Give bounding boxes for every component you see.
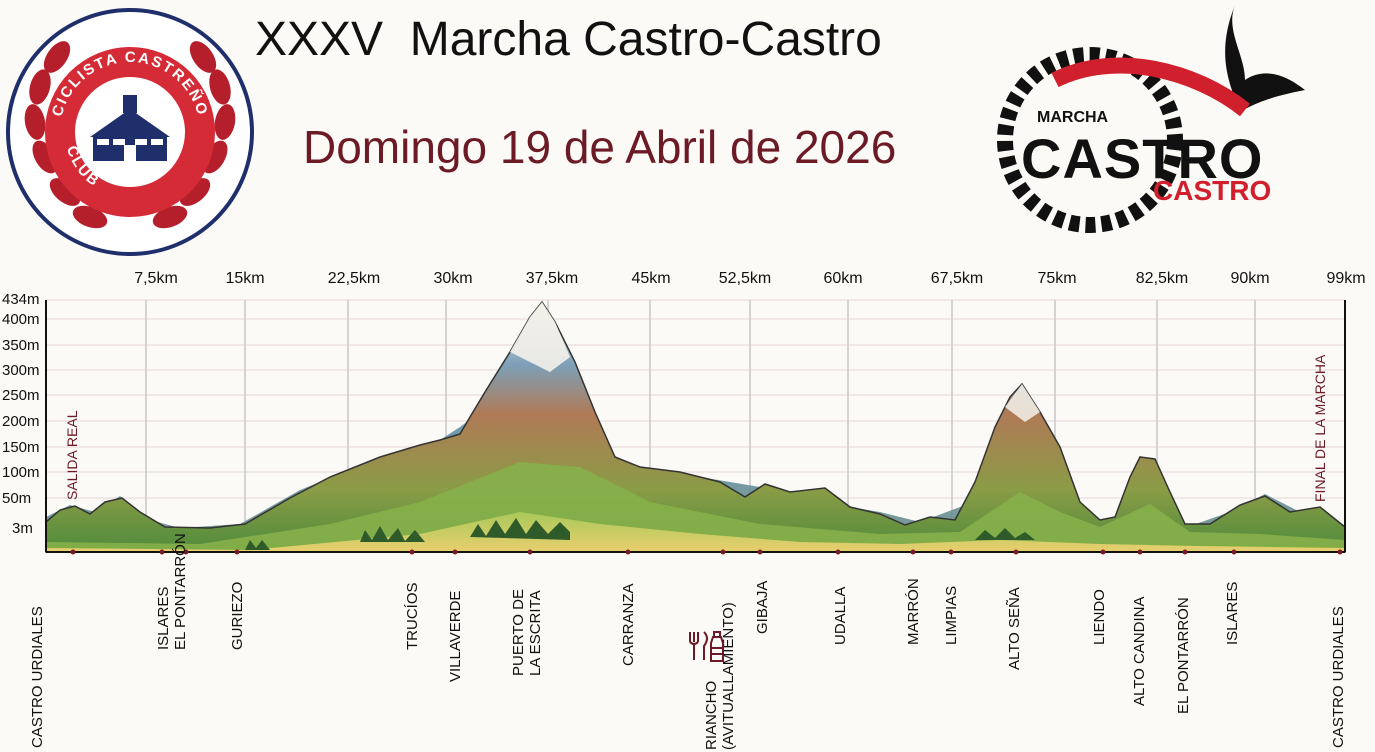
km-mark: 37,5km	[525, 270, 579, 287]
place-label: MARRÓN	[905, 578, 922, 645]
km-mark: 52,5km	[718, 270, 772, 287]
km-mark: 45km	[631, 270, 671, 287]
event-logo-line1: MARCHA	[1037, 109, 1109, 126]
event-logo: MARCHA CASTRO CASTRO	[997, 5, 1305, 233]
altitude-label: 250m	[2, 387, 40, 404]
bottle-icon	[710, 631, 724, 662]
km-mark: 90km	[1230, 270, 1270, 287]
altitude-label: 434m	[2, 291, 40, 308]
place-label: PUERTO DE LA ESCRITA	[510, 589, 544, 676]
altitude-label: 200m	[2, 413, 40, 430]
finish-label: FINAL DE LA MARCHA	[1312, 354, 1328, 502]
place-label: ALTO SEÑA	[1006, 587, 1023, 670]
event-logo-line2: CASTRO	[1021, 127, 1263, 190]
place-label: CARRANZA	[620, 583, 637, 666]
place-label: GIBAJA	[754, 580, 771, 634]
place-label: CASTRO URDIALES	[29, 606, 46, 748]
km-mark: 7,5km	[134, 270, 178, 287]
place-label: GURIEZO	[229, 581, 246, 650]
km-mark: 30km	[433, 270, 473, 287]
event-date: Domingo 19 de Abril de 2026	[303, 121, 897, 173]
altitude-label: 350m	[2, 337, 40, 354]
altitude-label: 300m	[2, 362, 40, 379]
place-label: UDALLA	[832, 586, 849, 645]
altitude-label: 400m	[2, 311, 40, 328]
altitude-label: 100m	[2, 464, 40, 481]
km-mark: 99km	[1326, 270, 1366, 287]
km-mark: 82,5km	[1135, 270, 1189, 287]
page-title: XXXV Marcha Castro-Castro	[255, 13, 882, 66]
place-label: RIANCHO (AVITUALLAMIENTO)	[703, 602, 737, 750]
start-label: SALIDA REAL	[64, 410, 80, 501]
place-label: LIENDO	[1091, 589, 1108, 645]
km-mark: 75km	[1037, 270, 1077, 287]
place-label: ISLARES EL PONTARRÓN	[155, 533, 189, 650]
km-mark: 60km	[823, 270, 863, 287]
feed-zone-icons	[689, 631, 724, 662]
place-label: ALTO CANDINA	[1131, 596, 1148, 706]
altitude-label: 150m	[2, 439, 40, 456]
place-label: EL PONTARRÓN	[1175, 597, 1192, 714]
km-mark: 22,5km	[327, 270, 381, 287]
km-mark: 67,5km	[930, 270, 984, 287]
place-label: TRUCÍOS	[404, 582, 421, 651]
place-label: CASTRO URDIALES	[1330, 606, 1347, 748]
fork-knife-icon	[689, 631, 708, 660]
km-mark: 15km	[225, 270, 265, 287]
club-logo: CICLISTA CASTREÑO CLUB	[6, 8, 254, 256]
place-label: LIMPIAS	[943, 585, 960, 645]
event-logo-line3: CASTRO	[1153, 175, 1271, 206]
place-label: VILLAVERDE	[447, 590, 464, 682]
place-label: ISLARES	[1224, 581, 1241, 645]
altitude-label: 3m	[12, 520, 33, 537]
elevation-profile	[45, 299, 1346, 555]
altitude-label: 50m	[2, 490, 32, 507]
